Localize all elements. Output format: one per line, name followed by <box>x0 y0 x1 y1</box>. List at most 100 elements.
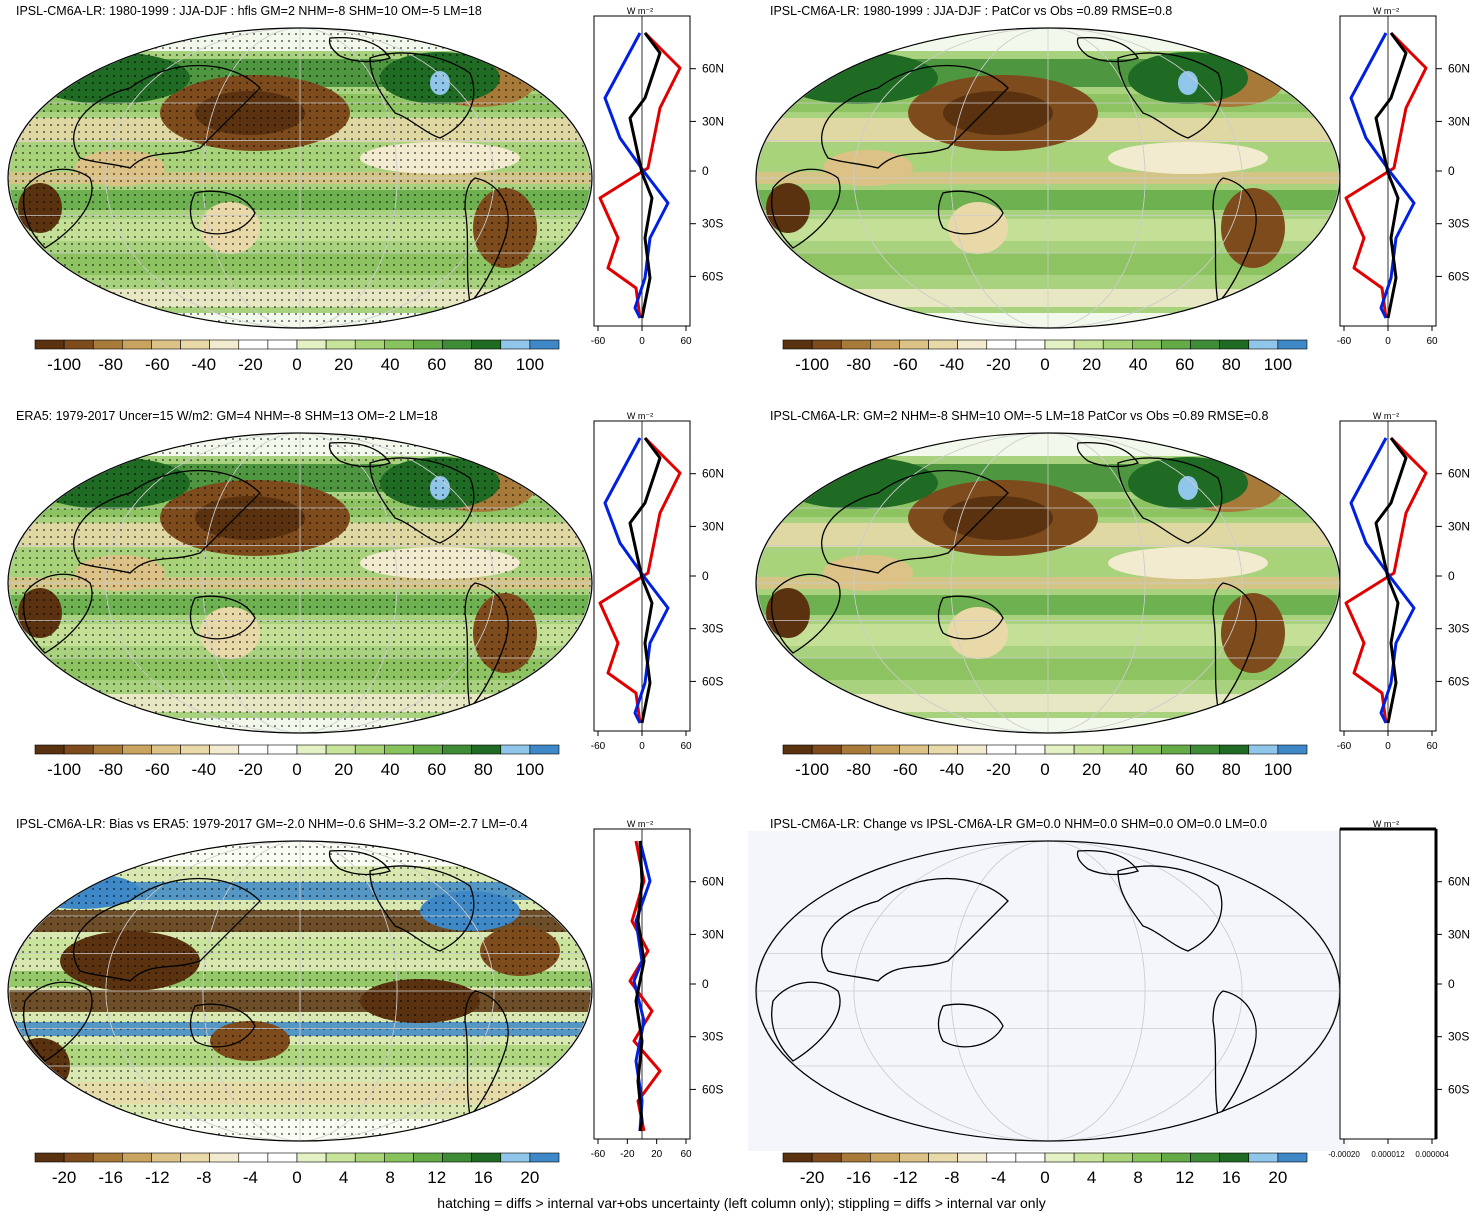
profile-lat-label: 60S <box>1448 674 1469 688</box>
colorbar-tick-label: 40 <box>1129 355 1148 374</box>
profile-series-black <box>628 437 662 724</box>
profile-lat-label: 60N <box>702 467 724 481</box>
map-globe <box>755 432 1341 734</box>
profile-x-label: -60 <box>591 741 606 752</box>
panel-title: IPSL-CM6A-LR: 1980-1999 : JJA-DJF : PatC… <box>770 4 1173 18</box>
colorbar-tick-label: -40 <box>192 760 217 779</box>
profile-unit: W m⁻² <box>1373 6 1399 16</box>
profile-lat-label: 30S <box>702 622 723 636</box>
profile-series-red <box>1344 31 1428 319</box>
profile-x-label: 0 <box>639 741 645 752</box>
colorbar: -100 -80 -60 -40 -20 0 20 40 60 80 100 <box>782 339 1308 374</box>
colorbar-tick-label: 100 <box>1264 760 1292 779</box>
profile-unit: W m⁻² <box>1373 819 1399 829</box>
panel-p2: IPSL-CM6A-LR: 1980-1999 : JJA-DJF : PatC… <box>748 0 1483 400</box>
profile-lat-label: 60S <box>702 674 723 688</box>
colorbar: -100 -80 -60 -40 -20 0 20 40 60 80 100 <box>34 339 560 374</box>
profile-x-label: 0 <box>1385 336 1391 347</box>
profile-lat-label: 0 <box>702 164 709 178</box>
colorbar-tick-label: 100 <box>516 760 544 779</box>
profile-x-label: 0.000004 <box>1415 1150 1449 1159</box>
zonal-profile: W m⁻² 60N 30N 0 30S 60S -0.00020 0.000012 0.0000… <box>1328 819 1470 1159</box>
panel-p1: IPSL-CM6A-LR: 1980-1999 : JJA-DJF : hfls… <box>0 0 735 400</box>
panel-title: IPSL-CM6A-LR: 1980-1999 : JJA-DJF : hfls… <box>16 4 482 18</box>
colorbar-tick-label: -80 <box>846 760 871 779</box>
profile-series-black <box>1374 32 1408 319</box>
colorbar-tick-label: -60 <box>893 355 918 374</box>
profile-x-label: 60 <box>1426 741 1438 752</box>
colorbar-tick-label: -12 <box>893 1168 918 1187</box>
colorbar-tick-label: 16 <box>474 1168 493 1187</box>
colorbar: -100 -80 -60 -40 -20 0 20 40 60 80 100 <box>782 744 1308 779</box>
map-globe <box>755 27 1341 329</box>
profile-series-red <box>598 436 682 724</box>
profile-lat-label: 0 <box>1448 977 1455 991</box>
profile-series-blue <box>1349 32 1416 319</box>
colorbar-tick-label: -16 <box>98 1168 123 1187</box>
colorbar-tick-label: 80 <box>1222 760 1241 779</box>
profile-lat-label: 60N <box>1448 467 1470 481</box>
panel-p4: IPSL-CM6A-LR: GM=2 NHM=-8 SHM=10 OM=-5 L… <box>748 405 1483 805</box>
colorbar-tick-label: 60 <box>427 760 446 779</box>
profile-lat-label: 60N <box>1448 62 1470 76</box>
colorbar-tick-label: 20 <box>334 760 353 779</box>
colorbar-tick-label: 4 <box>339 1168 348 1187</box>
colorbar-tick-label: -60 <box>893 760 918 779</box>
profile-x-label: 60 <box>680 741 692 752</box>
panel-title: IPSL-CM6A-LR: GM=2 NHM=-8 SHM=10 OM=-5 L… <box>770 409 1269 423</box>
colorbar-tick-label: 0 <box>1040 355 1049 374</box>
colorbar-tick-label: 40 <box>1129 760 1148 779</box>
colorbar-tick-label: 40 <box>381 760 400 779</box>
profile-lat-label: 30S <box>1448 622 1469 636</box>
profile-lat-label: 30S <box>702 1030 723 1044</box>
zonal-profile: W m⁻² 60N 30N 0 30S 60S -60 0 60 <box>591 6 724 347</box>
colorbar-tick-label: 20 <box>520 1168 539 1187</box>
colorbar-tick-label: -100 <box>795 760 829 779</box>
profile-series-blue <box>603 32 670 319</box>
profile-series-black <box>628 32 662 319</box>
colorbar-tick-label: 4 <box>1087 1168 1096 1187</box>
colorbar-tick-label: 20 <box>1268 1168 1287 1187</box>
profile-lat-label: 60S <box>1448 269 1469 283</box>
profile-lat-label: 30N <box>702 114 724 128</box>
profile-lat-label: 60N <box>702 62 724 76</box>
colorbar: -20 -16 -12 -8 -4 0 4 8 12 16 20 <box>34 1152 560 1187</box>
profile-unit: W m⁻² <box>627 411 653 421</box>
profile-lat-label: 30N <box>1448 519 1470 533</box>
colorbar-tick-label: -40 <box>940 355 965 374</box>
colorbar-tick-label: 12 <box>1175 1168 1194 1187</box>
colorbar-tick-label: 100 <box>516 355 544 374</box>
profile-x-label: 0 <box>639 336 645 347</box>
colorbar-tick-label: 20 <box>334 355 353 374</box>
profile-x-label: 0.000012 <box>1371 1150 1405 1159</box>
profile-lat-label: 30N <box>1448 927 1470 941</box>
profile-x-label: -60 <box>1337 336 1352 347</box>
profile-x-label: -0.00020 <box>1328 1150 1360 1159</box>
colorbar-tick-label: 0 <box>292 760 301 779</box>
colorbar-tick-label: -20 <box>238 355 263 374</box>
colorbar-tick-label: -16 <box>846 1168 871 1187</box>
profile-series-red <box>598 31 682 319</box>
profile-unit: W m⁻² <box>627 6 653 16</box>
profile-lat-label: 30S <box>1448 217 1469 231</box>
colorbar-tick-label: 0 <box>292 1168 301 1187</box>
colorbar-tick-label: 80 <box>474 355 493 374</box>
colorbar-tick-label: -60 <box>145 355 170 374</box>
profile-series-blue <box>603 437 670 724</box>
colorbar-tick-label: -4 <box>991 1168 1006 1187</box>
zonal-profile: W m⁻² 60N 30N 0 30S 60S -60 0 60 <box>1337 6 1470 347</box>
panel-p5: IPSL-CM6A-LR: Bias vs ERA5: 1979-2017 GM… <box>0 813 735 1213</box>
colorbar-tick-label: -80 <box>846 355 871 374</box>
profile-x-label: 0 <box>1385 741 1391 752</box>
colorbar-tick-label: -20 <box>986 760 1011 779</box>
colorbar-tick-label: 60 <box>427 355 446 374</box>
panel-title: IPSL-CM6A-LR: Bias vs ERA5: 1979-2017 GM… <box>16 817 528 831</box>
map-globe <box>7 432 593 734</box>
profile-lat-label: 0 <box>702 977 709 991</box>
colorbar-tick-label: 80 <box>1222 355 1241 374</box>
colorbar-tick-label: -40 <box>192 355 217 374</box>
profile-x-label: 60 <box>680 336 692 347</box>
colorbar-tick-label: 8 <box>1133 1168 1142 1187</box>
zonal-profile: W m⁻² 60N 30N 0 30S 60S -60 0 60 <box>1337 411 1470 752</box>
panel-p6: IPSL-CM6A-LR: Change vs IPSL-CM6A-LR GM=… <box>748 813 1483 1213</box>
